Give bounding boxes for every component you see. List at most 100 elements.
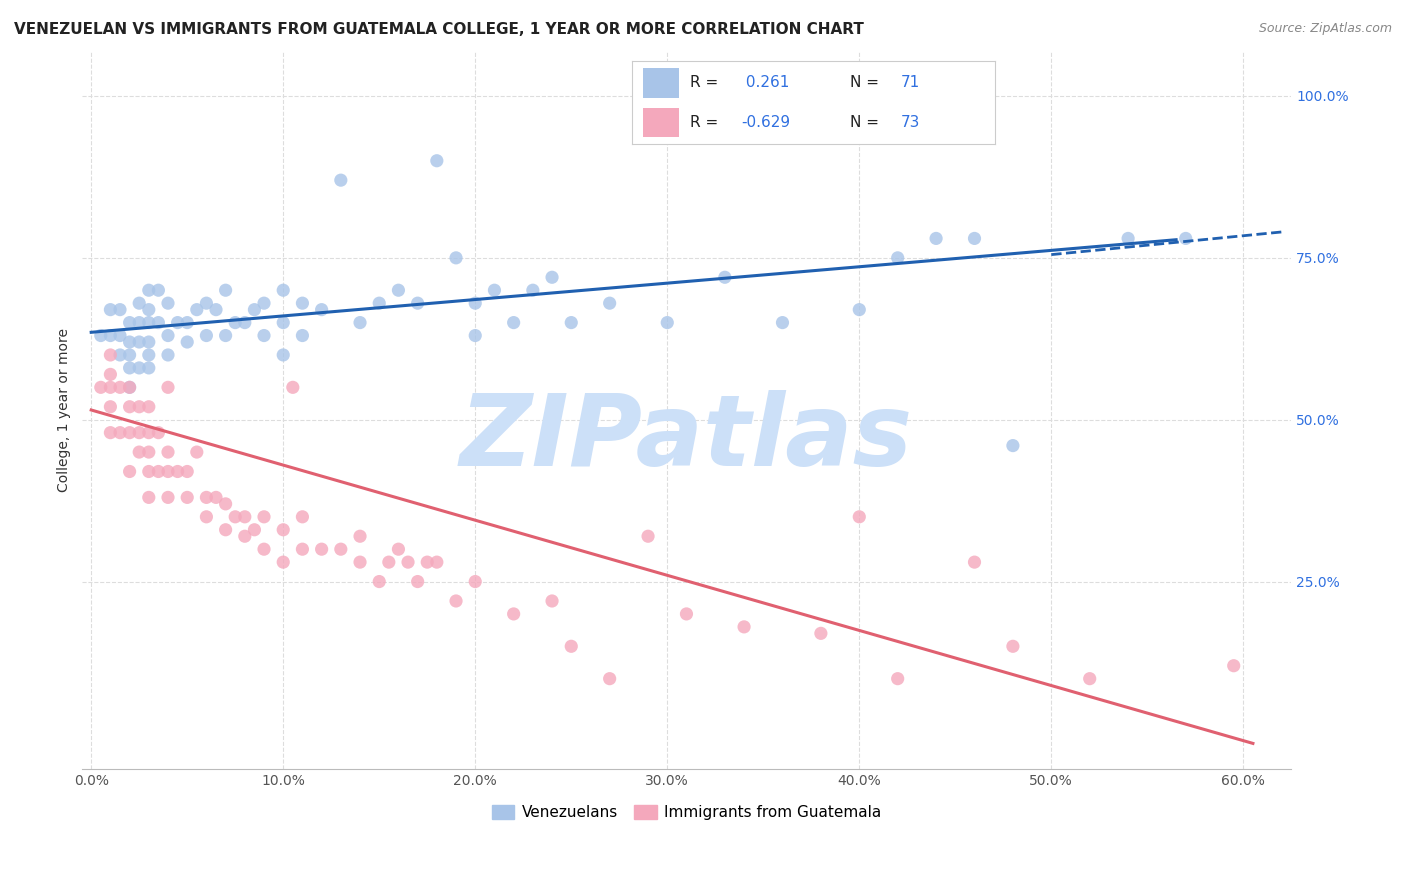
Point: [329, 173, 352, 187]
Point: [502, 607, 524, 621]
Point: [243, 523, 266, 537]
Point: [271, 523, 294, 537]
Point: [128, 445, 150, 459]
Point: [329, 542, 352, 557]
Point: [253, 509, 276, 524]
Point: [810, 626, 832, 640]
Point: [464, 574, 486, 589]
Point: [368, 574, 391, 589]
Point: [118, 316, 141, 330]
Point: [387, 283, 409, 297]
Point: [166, 316, 188, 330]
Point: [108, 328, 131, 343]
Point: [396, 555, 419, 569]
Point: [118, 334, 141, 349]
Point: [138, 348, 160, 362]
Point: [156, 328, 179, 343]
Point: [108, 302, 131, 317]
Point: [1078, 672, 1101, 686]
Point: [281, 380, 304, 394]
Point: [100, 302, 122, 317]
Point: [541, 594, 564, 608]
Point: [291, 328, 314, 343]
Point: [502, 316, 524, 330]
Point: [311, 542, 333, 557]
Point: [444, 251, 467, 265]
Point: [464, 296, 486, 310]
Point: [224, 316, 246, 330]
Text: VENEZUELAN VS IMMIGRANTS FROM GUATEMALA COLLEGE, 1 YEAR OR MORE CORRELATION CHAR: VENEZUELAN VS IMMIGRANTS FROM GUATEMALA …: [14, 22, 863, 37]
Point: [406, 574, 429, 589]
Point: [128, 360, 150, 375]
Point: [599, 296, 621, 310]
Point: [387, 542, 409, 557]
Text: Source: ZipAtlas.com: Source: ZipAtlas.com: [1258, 22, 1392, 36]
Point: [118, 348, 141, 362]
Point: [128, 296, 150, 310]
Point: [128, 334, 150, 349]
Point: [233, 529, 256, 543]
Point: [271, 555, 294, 569]
Point: [138, 316, 160, 330]
Point: [464, 328, 486, 343]
Point: [138, 425, 160, 440]
Point: [378, 555, 401, 569]
Point: [138, 360, 160, 375]
Y-axis label: College, 1 year or more: College, 1 year or more: [58, 328, 72, 492]
Point: [195, 491, 218, 505]
Point: [118, 425, 141, 440]
Point: [138, 334, 160, 349]
Point: [963, 231, 986, 245]
Point: [148, 425, 170, 440]
Point: [214, 497, 236, 511]
Point: [128, 425, 150, 440]
Point: [195, 296, 218, 310]
Point: [349, 316, 371, 330]
Point: [195, 509, 218, 524]
Point: [349, 555, 371, 569]
Point: [90, 328, 112, 343]
Point: [156, 445, 179, 459]
Point: [772, 316, 794, 330]
Point: [214, 283, 236, 297]
Point: [118, 380, 141, 394]
Point: [886, 251, 908, 265]
Point: [100, 380, 122, 394]
Point: [311, 302, 333, 317]
Point: [291, 509, 314, 524]
Point: [1174, 231, 1197, 245]
Point: [271, 283, 294, 297]
Point: [214, 523, 236, 537]
Point: [233, 509, 256, 524]
Legend: Venezuelans, Immigrants from Guatemala: Venezuelans, Immigrants from Guatemala: [485, 799, 887, 826]
Point: [166, 465, 188, 479]
Point: [733, 620, 755, 634]
Point: [108, 348, 131, 362]
Point: [1001, 439, 1024, 453]
Point: [349, 529, 371, 543]
Point: [90, 380, 112, 394]
Point: [100, 400, 122, 414]
Point: [100, 368, 122, 382]
Point: [291, 296, 314, 310]
Point: [176, 465, 198, 479]
Point: [100, 425, 122, 440]
Point: [214, 328, 236, 343]
Point: [484, 283, 506, 297]
Point: [148, 316, 170, 330]
Point: [224, 509, 246, 524]
Point: [233, 316, 256, 330]
Point: [138, 465, 160, 479]
Point: [657, 316, 679, 330]
Point: [118, 400, 141, 414]
Point: [195, 328, 218, 343]
Point: [176, 316, 198, 330]
Point: [426, 555, 449, 569]
Point: [560, 640, 582, 654]
Point: [138, 283, 160, 297]
Point: [148, 465, 170, 479]
Point: [848, 509, 870, 524]
Point: [675, 607, 697, 621]
Point: [148, 283, 170, 297]
Point: [118, 360, 141, 375]
